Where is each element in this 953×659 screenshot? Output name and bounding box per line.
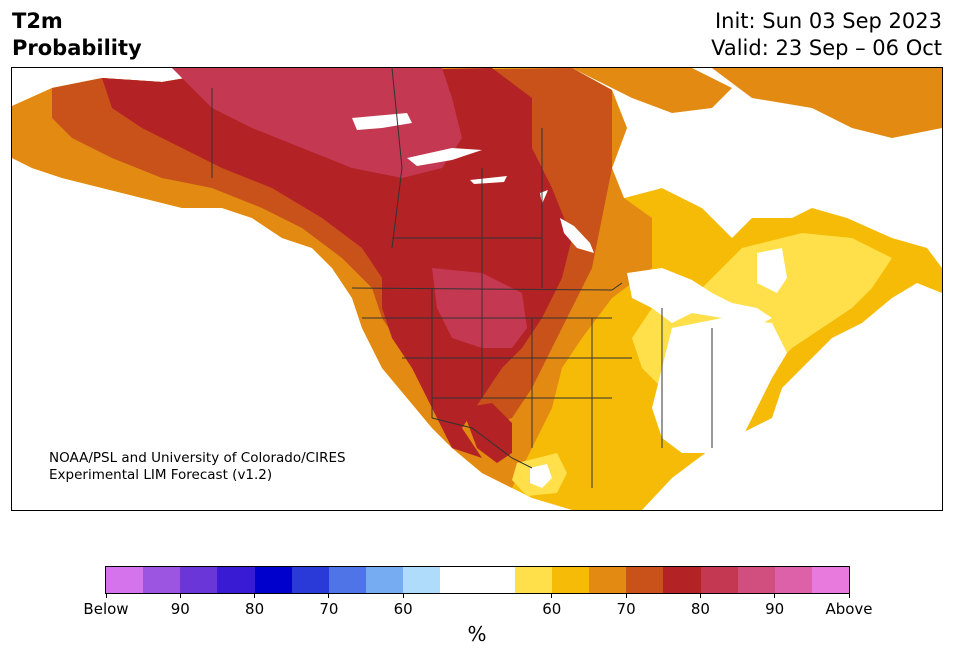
prob-80-85-north (172, 68, 462, 178)
colorbar-tick-mark (179, 593, 181, 598)
colorbar-swatch (663, 567, 701, 593)
lake-winnipeg (560, 218, 594, 253)
lake-athabasca (470, 176, 507, 184)
prob-75-80 (102, 68, 572, 458)
colorbar-tick-label: 90 (765, 600, 785, 618)
colorbar-unit-label: % (467, 622, 487, 646)
colorbar-swatch (589, 567, 627, 593)
great-lakes (627, 268, 772, 326)
colorbar-swatch (180, 567, 218, 593)
great-slave-lake (407, 148, 482, 166)
colorbar-tick-mark (328, 593, 330, 598)
land-arctic-islands (572, 68, 942, 138)
title-line-2: Probability (12, 36, 142, 60)
colorbar-swatch (700, 567, 738, 593)
colorbar-swatch (477, 567, 515, 593)
colorbar-tick-mark (699, 593, 701, 598)
colorbar-tick-mark (625, 593, 627, 598)
colorbar-tick-label: 70 (616, 600, 636, 618)
colorbar-swatch (440, 567, 478, 593)
colorbar-tick-label: 60 (542, 600, 562, 618)
colorbar-swatch (737, 567, 775, 593)
prob-75-80-mexico (462, 403, 512, 463)
colorbar-swatch (366, 567, 404, 593)
colorbar-swatch (514, 567, 552, 593)
credit-line-2: Experimental LIM Forecast (v1.2) (49, 467, 273, 483)
probability-colorbar (105, 566, 850, 594)
colorbar-swatch (774, 567, 812, 593)
colorbar-swatch (254, 567, 292, 593)
valid-dates: Valid: 23 Sep – 06 Oct (711, 36, 942, 60)
colorbar-swatch (328, 567, 367, 593)
data-credit: NOAA/PSL and University of Colorado/CIRE… (49, 450, 346, 484)
colorbar-swatch (811, 567, 850, 593)
colorbar-tick-label: Below (83, 600, 129, 618)
colorbar-swatch (106, 567, 144, 593)
political-borders (211, 68, 713, 488)
neutral-texas (530, 464, 552, 488)
colorbar-tick-mark (551, 593, 553, 598)
colorbar-tick-mark (402, 593, 404, 598)
colorbar-swatch (217, 567, 255, 593)
colorbar-tick-mark (848, 593, 850, 598)
colorbar-tick-label: 80 (245, 600, 265, 618)
colorbar-swatch (143, 567, 181, 593)
map-title: T2m Probability (12, 8, 142, 62)
neutral-quebec (757, 248, 787, 293)
init-date: Init: Sun 03 Sep 2023 (714, 9, 942, 33)
colorbar-tick-label: 90 (170, 600, 190, 618)
colorbar-swatch (626, 567, 664, 593)
colorbar-tick-label: 60 (393, 600, 413, 618)
map-canvas (12, 68, 942, 510)
title-line-1: T2m (12, 9, 63, 33)
colorbar-tick-label: 70 (319, 600, 339, 618)
hudson-bay (612, 118, 742, 218)
neutral-southeast (652, 318, 787, 453)
colorbar-tick-mark (254, 593, 256, 598)
colorbar-tick-mark (105, 593, 107, 598)
colorbar-swatch (551, 567, 590, 593)
forecast-map[interactable] (11, 67, 943, 511)
colorbar-swatch (291, 567, 329, 593)
colorbar-tick-label: 80 (690, 600, 710, 618)
colorbar-swatch (403, 567, 441, 593)
prob-80-85-west-us (432, 268, 527, 348)
colorbar-tick-mark (774, 593, 776, 598)
forecast-dates: Init: Sun 03 Sep 2023 Valid: 23 Sep – 06… (711, 8, 942, 62)
credit-line-1: NOAA/PSL and University of Colorado/CIRE… (49, 450, 346, 466)
colorbar-tick-label: Above (825, 600, 873, 618)
